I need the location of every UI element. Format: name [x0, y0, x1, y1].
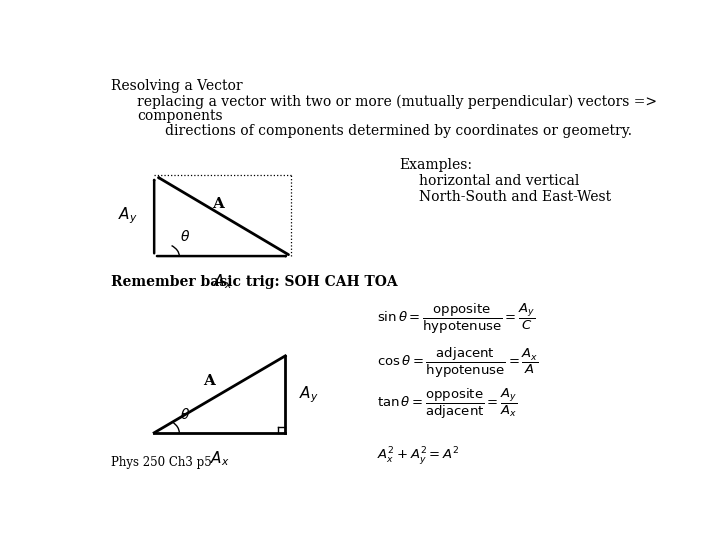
- Text: Examples:: Examples:: [400, 158, 473, 172]
- Text: $A_y$: $A_y$: [118, 205, 138, 226]
- Text: A: A: [203, 374, 215, 388]
- Text: $A_x^{2} + A_y^{2} = A^2$: $A_x^{2} + A_y^{2} = A^2$: [377, 446, 460, 467]
- Text: $A_x$: $A_x$: [212, 273, 233, 292]
- Text: North-South and East-West: North-South and East-West: [419, 190, 611, 204]
- Text: components: components: [138, 109, 223, 123]
- Text: $\theta$: $\theta$: [180, 407, 190, 422]
- Text: $A_x$: $A_x$: [210, 449, 230, 468]
- Text: Remember basic trig: SOH CAH TOA: Remember basic trig: SOH CAH TOA: [111, 275, 398, 289]
- Text: $\sin\theta = \dfrac{\mathrm{opposite}}{\mathrm{hypotenuse}} = \dfrac{A_y}{C}$: $\sin\theta = \dfrac{\mathrm{opposite}}{…: [377, 302, 536, 336]
- Text: Resolving a Vector: Resolving a Vector: [111, 79, 243, 93]
- Text: $\theta$: $\theta$: [180, 228, 190, 244]
- Text: horizontal and vertical: horizontal and vertical: [419, 174, 580, 188]
- Text: directions of components determined by coordinates or geometry.: directions of components determined by c…: [166, 124, 632, 138]
- Text: $\cos\theta = \dfrac{\mathrm{adjacent}}{\mathrm{hypotenuse}} = \dfrac{A_x}{A}$: $\cos\theta = \dfrac{\mathrm{adjacent}}{…: [377, 346, 539, 380]
- Text: $A_y$: $A_y$: [300, 384, 319, 404]
- Text: replacing a vector with two or more (mutually perpendicular) vectors =>: replacing a vector with two or more (mut…: [138, 94, 657, 109]
- Text: $\tan\theta = \dfrac{\mathrm{opposite}}{\mathrm{adjacent}} = \dfrac{A_y}{A_x}$: $\tan\theta = \dfrac{\mathrm{opposite}}{…: [377, 387, 518, 421]
- Text: Phys 250 Ch3 p5: Phys 250 Ch3 p5: [111, 456, 212, 469]
- Text: A: A: [212, 197, 225, 211]
